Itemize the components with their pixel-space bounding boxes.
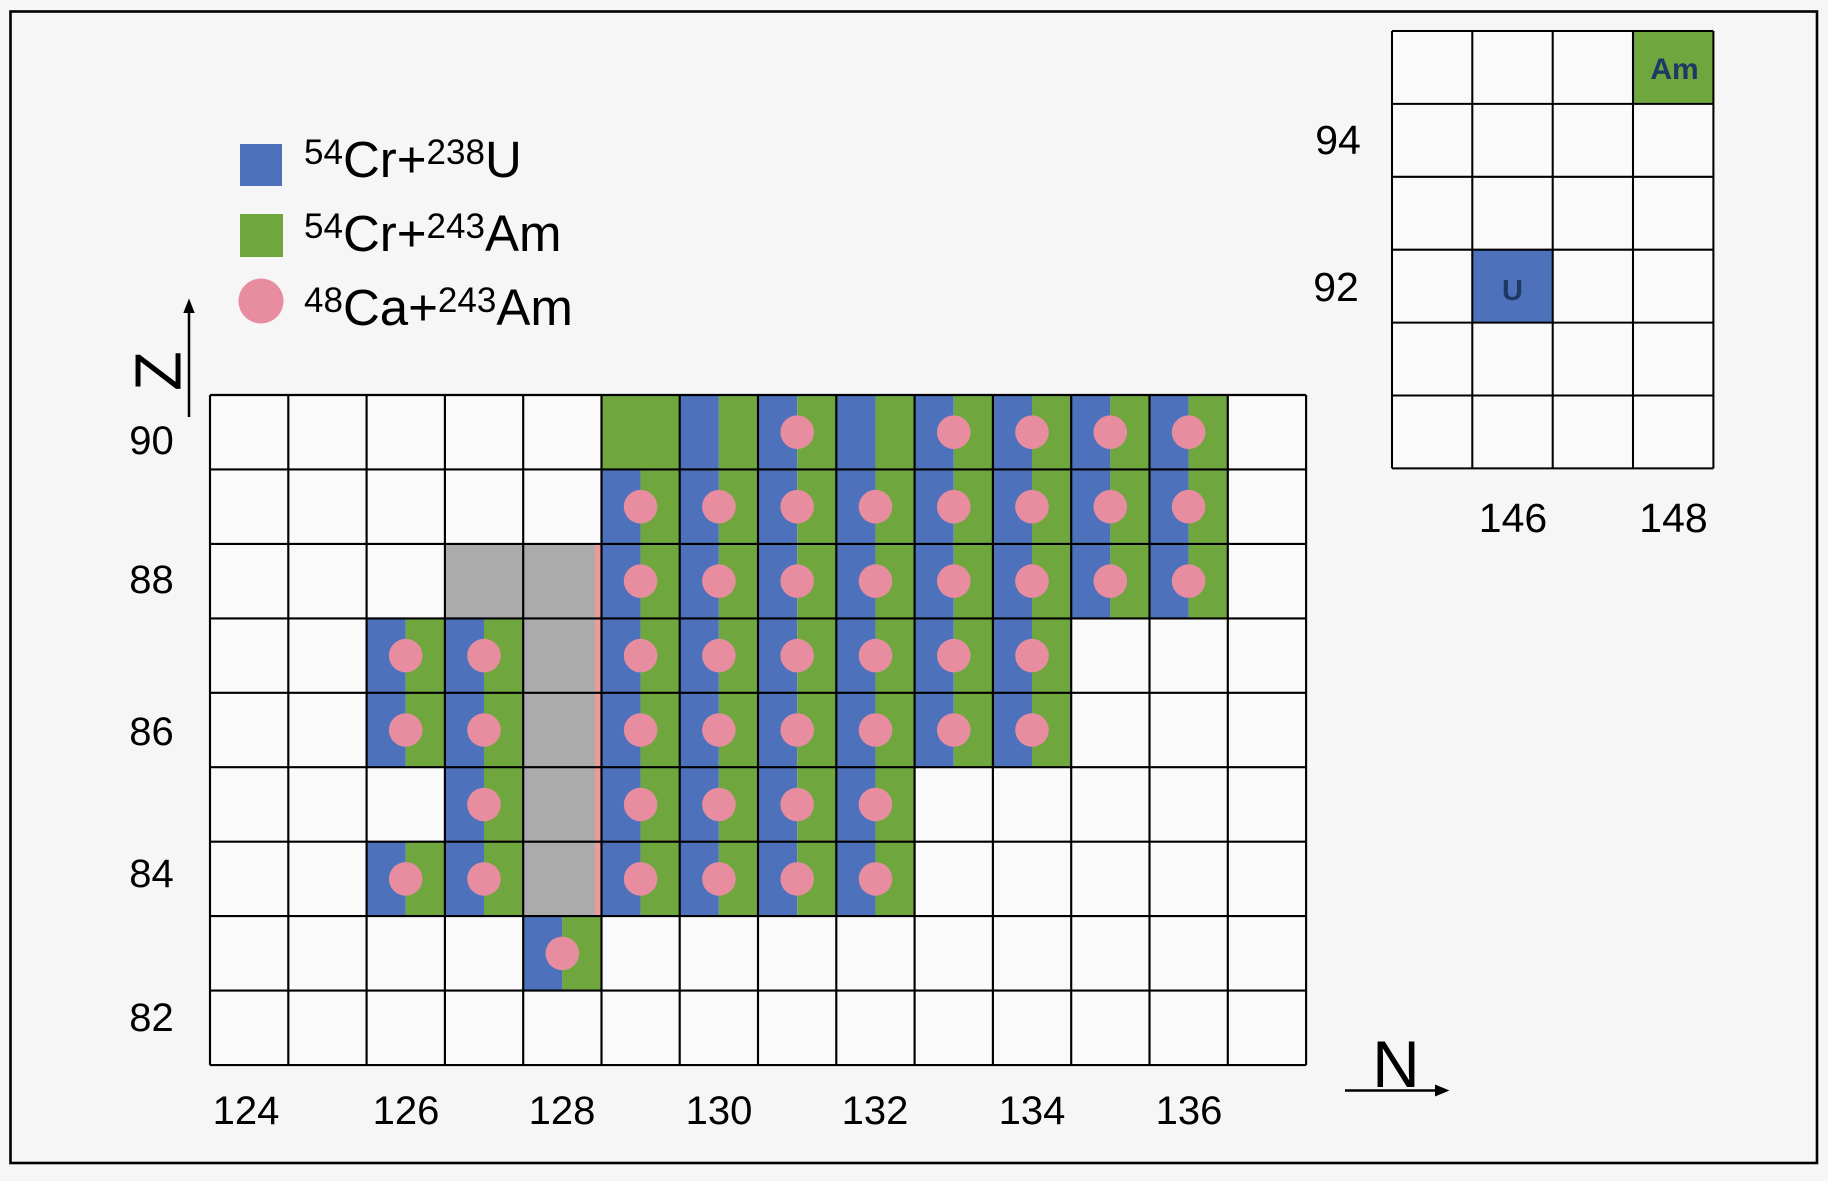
svg-text:126: 126 — [373, 1089, 440, 1133]
svg-text:54Cr+243Am: 54Cr+243Am — [304, 205, 561, 262]
svg-text:Z: Z — [122, 351, 195, 391]
svg-text:94: 94 — [1315, 117, 1361, 163]
svg-text:82: 82 — [129, 996, 174, 1040]
svg-text:132: 132 — [842, 1089, 909, 1133]
svg-text:124: 124 — [213, 1089, 280, 1133]
svg-text:130: 130 — [686, 1089, 753, 1133]
svg-text:146: 146 — [1479, 495, 1547, 541]
svg-text:54Cr+238U: 54Cr+238U — [304, 131, 522, 188]
svg-text:86: 86 — [129, 710, 174, 754]
svg-text:148: 148 — [1639, 495, 1707, 541]
svg-text:136: 136 — [1156, 1089, 1223, 1133]
svg-text:128: 128 — [529, 1089, 596, 1133]
svg-text:N: N — [1372, 1027, 1420, 1101]
svg-text:88: 88 — [129, 558, 174, 602]
svg-text:48Ca+243Am: 48Ca+243Am — [304, 279, 573, 336]
svg-text:Am: Am — [1650, 53, 1698, 86]
svg-text:92: 92 — [1313, 264, 1359, 310]
svg-text:84: 84 — [129, 852, 174, 896]
svg-text:134: 134 — [999, 1089, 1066, 1133]
svg-text:U: U — [1502, 275, 1523, 307]
svg-text:90: 90 — [129, 419, 174, 463]
